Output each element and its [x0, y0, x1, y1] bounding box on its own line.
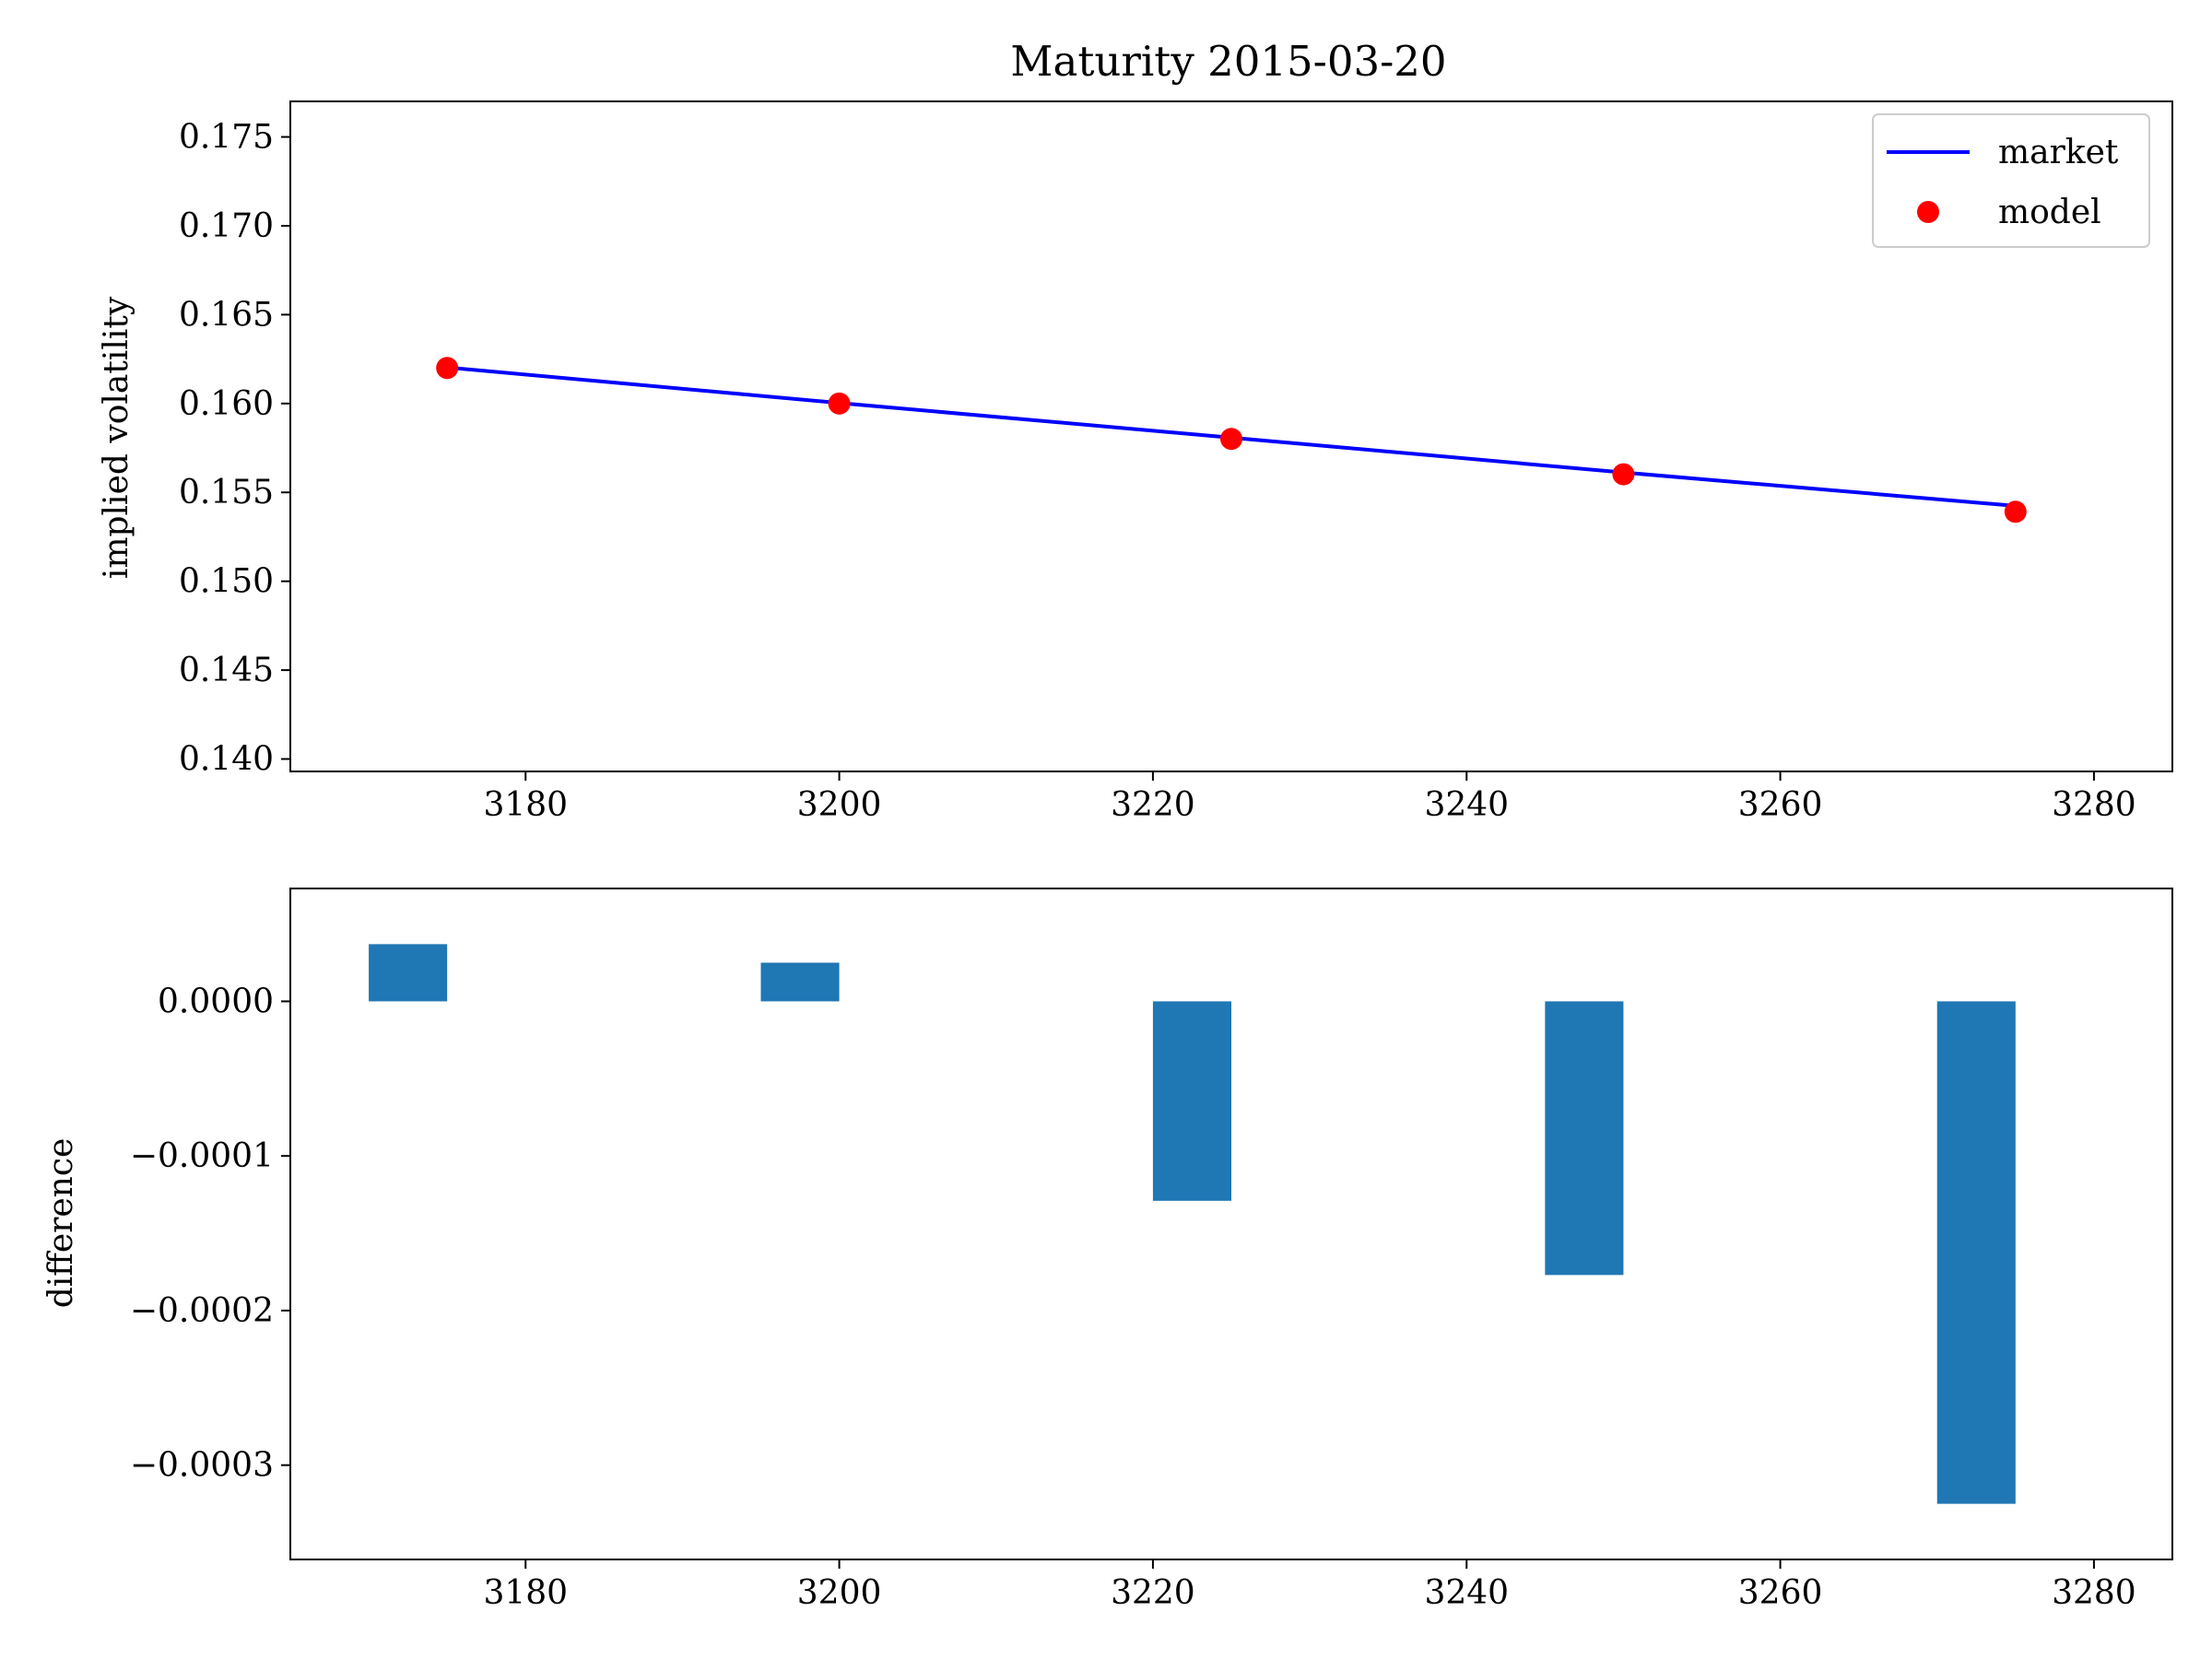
- bottom-x-tick-label: 3260: [1738, 1574, 1823, 1612]
- bottom-x-tick-label: 3280: [2052, 1574, 2136, 1612]
- bottom-y-tick-label: −0.0003: [130, 1447, 274, 1485]
- difference-plot-area: 3180 3200 3220 3240 3260 3280 0.0000 −0.0001 −0.…: [130, 888, 2173, 1612]
- difference-bar: [369, 944, 448, 1002]
- model-point: [2004, 500, 2027, 524]
- top-y-tick-label: 0.145: [179, 652, 274, 689]
- difference-bar: [760, 962, 840, 1002]
- legend-frame: [1872, 113, 2150, 248]
- top-x-tick-label: 3260: [1738, 786, 1823, 824]
- y-axis-label-implied-volatility: implied volatility: [98, 296, 135, 579]
- bottom-x-tick-label: 3200: [797, 1574, 882, 1612]
- chart-title: Maturity 2015-03-20: [1010, 37, 1446, 86]
- difference-bar: [1152, 1001, 1231, 1201]
- model-point: [1612, 463, 1635, 486]
- bottom-x-tick-label: 3180: [483, 1574, 568, 1612]
- model-point: [828, 392, 851, 415]
- bottom-y-tick-label: −0.0001: [130, 1137, 274, 1175]
- bottom-axes-frame: [289, 888, 2173, 1560]
- legend-model-swatch: [1917, 201, 1939, 223]
- top-x-tick-label: 3200: [797, 786, 882, 824]
- bottom-y-tick-label: 0.0000: [158, 982, 274, 1020]
- y-axis-label-difference: difference: [42, 1138, 80, 1309]
- difference-bar: [1545, 1001, 1624, 1276]
- top-x-tick-label: 3240: [1424, 786, 1509, 824]
- top-y-tick-label: 0.155: [179, 474, 274, 512]
- legend-label-model: model: [1998, 194, 2101, 231]
- model-point: [1220, 428, 1242, 451]
- top-x-tick-label: 3220: [1111, 786, 1195, 824]
- top-y-tick-label: 0.165: [179, 296, 274, 334]
- bottom-y-tick-label: −0.0002: [130, 1292, 274, 1330]
- difference-bar: [1936, 1001, 2016, 1504]
- top-y-tick-label: 0.150: [179, 563, 274, 601]
- bottom-x-tick-label: 3240: [1424, 1574, 1509, 1612]
- implied-volatility-panel: Maturity 2015-03-20 3180 3200 3220 3240 3260…: [98, 37, 2173, 824]
- implied-volatility-plot-area: 3180 3200 3220 3240 3260 3280 0.140 0.145 0.150 0…: [179, 100, 2173, 824]
- model-point: [436, 357, 459, 380]
- top-y-tick-label: 0.175: [179, 119, 274, 157]
- bottom-x-tick-label: 3220: [1111, 1574, 1195, 1612]
- legend-label-market: market: [1998, 134, 2119, 171]
- top-x-tick-label: 3180: [483, 786, 568, 824]
- difference-panel: 3180 3200 3220 3240 3260 3280 0.0000 −0.0001 −0.…: [42, 888, 2173, 1612]
- top-axes-frame: [289, 100, 2173, 772]
- top-y-tick-label: 0.170: [179, 207, 274, 245]
- top-y-tick-label: 0.140: [179, 741, 274, 779]
- top-x-tick-label: 3280: [2052, 786, 2136, 824]
- legend: market model: [1872, 113, 2150, 248]
- top-y-tick-label: 0.160: [179, 385, 274, 423]
